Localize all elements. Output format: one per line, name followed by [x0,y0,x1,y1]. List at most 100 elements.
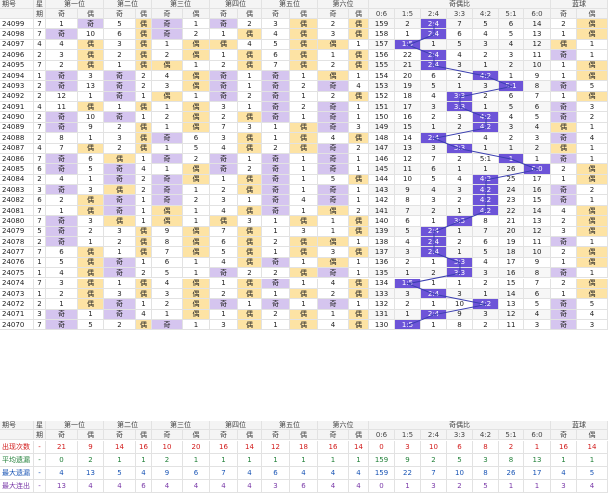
star-value: 2 [34,299,46,310]
even-miss-cell: 4 [238,39,262,51]
even-miss-cell: 1 [290,164,318,175]
even-miss-cell: 偶 [78,39,104,51]
ratio-miss-cell: 135 [369,268,395,279]
odd-miss-cell: 5 [46,257,78,269]
star-value: 2 [34,91,46,103]
even-header: 偶 [183,430,210,440]
blue-even-cell: 1 [577,153,608,165]
star-value: 6 [34,195,46,206]
ratio-miss-cell: 3 [473,81,499,92]
ratio-miss-cell: 1 [421,39,447,51]
even-miss-cell: 偶 [183,288,210,300]
stat-value: 1 [349,454,369,467]
blue-odd-cell: 2 [551,278,577,289]
star-value: 2 [34,50,46,61]
ratio-miss-cell: 6 [524,102,551,113]
blue-even-cell: 5 [577,81,608,92]
odd-miss-cell: 奇 [46,122,78,134]
stat-label: 平均遗漏 [0,454,34,467]
ratio-miss-cell: 14 [499,288,524,300]
stat-value: 21 [46,441,78,454]
ratio-miss-cell: 3 [524,320,551,331]
stat-value: 22 [395,467,421,480]
odd-header: 奇 [318,9,349,19]
odd-miss-cell: 奇 [210,268,238,279]
even-miss-cell: 偶 [290,309,318,320]
blue-even-cell: 3 [577,320,608,331]
blue-odd-header: 奇 [551,430,577,440]
even-miss-cell: 1 [290,70,318,82]
ratio-miss-cell: 2 [447,195,473,206]
ratio-miss-cell: 14 [524,205,551,217]
odd-miss-cell: 奇 [104,195,136,206]
blue-odd-cell: 偶 [551,39,577,51]
issue-header[interactable]: 期号 [0,421,34,430]
ratio-miss-cell: 1 [421,278,447,289]
ratio-marker: 2:4 [421,19,447,30]
ratio-miss-cell: 9 [524,257,551,269]
even-header: 偶 [290,430,318,440]
even-miss-cell: 偶 [349,247,369,258]
ratio-miss-cell: 6 [473,236,499,248]
issue-header-blank [0,9,34,19]
star-value: 7 [34,205,46,217]
ratio-marker: 2:4 [421,226,447,237]
group-header-1: 第一位 [46,421,104,430]
even-miss-cell: 偶 [183,50,210,61]
ratio-miss-cell: 7 [524,91,551,103]
ratio-miss-cell: 3 [421,195,447,206]
stat-value: 3 [551,480,577,493]
ratio-header-6: 6:0 [524,430,551,440]
odd-header: 奇 [262,430,290,440]
even-header: 偶 [238,9,262,19]
ratio-marker: 4:2 [473,70,499,82]
stat-value: 6 [290,480,318,493]
blue-odd-cell: 2 [551,247,577,258]
odd-miss-cell: 3 [210,195,238,206]
blue-odd-cell: 1 [551,288,577,300]
ratio-miss-cell: 10 [524,60,551,71]
odd-miss-cell: 奇 [46,29,78,40]
issue-number: 24070 [0,320,34,331]
ratio-miss-cell: 2 [421,268,447,279]
ratio-miss-cell: 1 [395,268,421,279]
odd-miss-cell: 2 [262,143,290,154]
odd-miss-cell: 奇 [262,174,290,186]
stat-value: 6 [447,441,473,454]
ratio-miss-cell: 133 [369,288,395,300]
ratio-miss-cell: 156 [369,50,395,61]
stat-value: 0 [369,480,395,493]
even-miss-cell: 偶 [349,288,369,300]
blue-odd-cell: 2 [551,164,577,175]
stat-value: 16 [318,441,349,454]
even-miss-cell: 1 [183,91,210,103]
even-miss-cell: 偶 [238,185,262,196]
ratio-miss-cell: 9 [524,70,551,82]
star-value: 1 [34,288,46,300]
even-miss-cell: 偶 [136,320,152,331]
issue-header[interactable]: 期号 [0,0,34,9]
ratio-miss-cell: 12 [499,309,524,320]
odd-miss-cell: 2 [104,320,136,331]
odd-miss-cell: 3 [210,133,238,144]
even-miss-cell: 3 [78,216,104,227]
odd-miss-cell: 奇 [152,133,183,144]
blue-even-cell: 3 [577,102,608,113]
stat-value: 8 [499,454,524,467]
ratio-marker: 4:2 [473,112,499,123]
ratio-miss-cell: 3 [499,122,524,134]
star-value: 7 [34,29,46,40]
even-miss-cell: 偶 [78,268,104,279]
ratio-miss-cell: 13 [524,216,551,227]
blue-odd-cell: 奇 [551,133,577,144]
ratio-miss-cell: 5 [447,39,473,51]
ratio-miss-cell: 6 [499,19,524,30]
stat-value: 159 [369,454,395,467]
star-value: 4 [34,102,46,113]
even-miss-cell: 偶 [78,60,104,71]
ratio-miss-cell: 6 [421,164,447,175]
ratio-miss-cell: 1 [473,60,499,71]
blue-even-cell: 1 [577,236,608,248]
ratio-miss-cell: 7 [421,153,447,165]
even-miss-cell: 偶 [290,50,318,61]
